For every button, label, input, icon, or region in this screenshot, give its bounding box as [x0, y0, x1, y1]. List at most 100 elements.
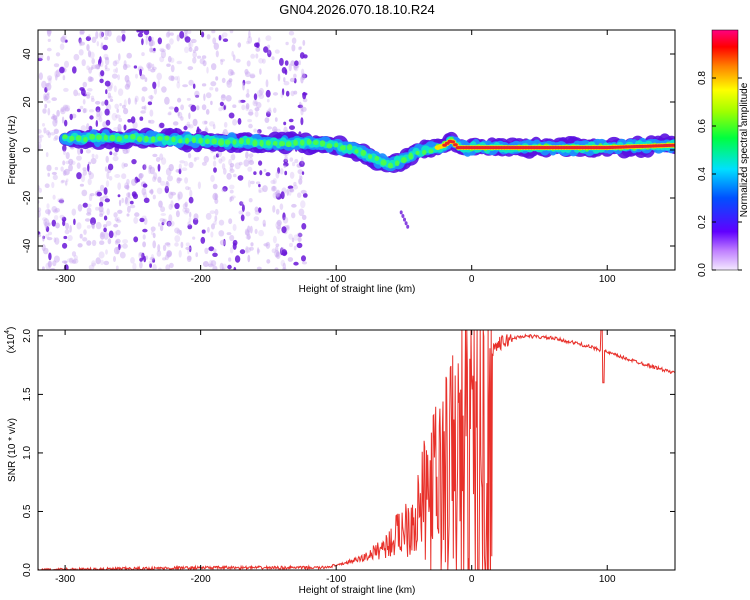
- scatter-point: [126, 192, 131, 197]
- scatter-point: [51, 206, 58, 213]
- scatter-point: [45, 262, 50, 270]
- scatter-point: [77, 147, 81, 155]
- scatter-point: [248, 153, 254, 158]
- scatter-point: [257, 37, 261, 44]
- scatter-point: [301, 223, 307, 230]
- band-blob: [360, 149, 366, 156]
- scatter-point: [46, 92, 50, 96]
- scatter-point: [174, 76, 178, 81]
- scatter-point: [80, 174, 86, 183]
- scatter-point: [38, 72, 44, 80]
- scatter-point: [274, 267, 279, 270]
- scatter-point: [82, 237, 88, 242]
- scatter-point: [121, 30, 126, 34]
- scatter-point: [299, 173, 302, 179]
- scatter-point: [167, 175, 173, 182]
- scatter-point: [119, 251, 126, 259]
- scatter-point: [205, 92, 212, 99]
- band-blob: [300, 139, 305, 146]
- scatter-point: [255, 181, 261, 185]
- scatter-point: [99, 201, 104, 208]
- scatter-point: [41, 244, 46, 252]
- scatter-point: [165, 31, 171, 38]
- scatter-point: [258, 189, 262, 194]
- scatter-point: [69, 113, 73, 121]
- scatter-point: [60, 166, 64, 172]
- scatter-point: [156, 187, 163, 195]
- scatter-point: [202, 261, 209, 267]
- band-blob: [415, 150, 420, 155]
- scatter-point: [47, 30, 52, 37]
- scatter-point: [289, 188, 295, 193]
- scatter-point: [245, 235, 251, 240]
- scatter-point: [229, 184, 235, 190]
- y-tick-label: 0.0: [22, 563, 33, 577]
- scatter-point: [301, 171, 305, 176]
- scatter-point: [275, 243, 280, 247]
- scatter-point: [247, 254, 251, 263]
- scatter-point: [61, 179, 65, 183]
- scatter-point: [114, 59, 120, 65]
- scatter-point: [95, 100, 101, 105]
- scatter-point: [214, 208, 219, 216]
- scatter-point: [156, 250, 162, 257]
- scatter-point: [220, 34, 224, 40]
- scatter-point: [86, 94, 91, 99]
- scatter-point: [300, 117, 304, 126]
- band-blob: [259, 139, 264, 147]
- band-blob: [279, 141, 285, 147]
- figure-title: GN04.2026.070.18.10.R24: [279, 2, 434, 17]
- scatter-point: [230, 195, 236, 199]
- band-blob: [380, 159, 387, 166]
- scatter-point: [127, 192, 131, 198]
- streak-point: [399, 210, 403, 215]
- band-blob: [394, 160, 400, 167]
- scatter-point: [212, 160, 217, 167]
- scatter-point: [294, 158, 299, 164]
- scatter-point: [247, 225, 251, 233]
- scatter-point: [103, 260, 110, 266]
- scatter-point: [52, 118, 58, 127]
- scatter-point: [176, 34, 180, 42]
- x-tick-label: -300: [55, 274, 75, 285]
- scatter-point: [266, 111, 271, 118]
- band-blob: [69, 135, 75, 142]
- band-blob: [178, 138, 183, 144]
- scatter-point: [167, 55, 172, 63]
- scatter-point: [258, 160, 263, 166]
- scatter-point: [113, 68, 117, 73]
- scatter-point: [266, 259, 271, 264]
- scatter-point: [86, 65, 90, 71]
- scatter-point: [116, 216, 120, 222]
- scatter-point: [115, 67, 118, 74]
- scatter-point: [86, 203, 92, 208]
- scatter-point: [95, 154, 99, 160]
- scatter-point: [282, 262, 286, 270]
- scatter-point: [272, 186, 276, 191]
- scatter-point: [232, 54, 236, 61]
- scatter-point: [232, 104, 237, 108]
- band-blob: [217, 139, 225, 146]
- scatter-point: [213, 42, 219, 50]
- scatter-point: [301, 72, 306, 80]
- scatter-point: [147, 101, 153, 106]
- scatter-point: [230, 71, 236, 76]
- scatter-point: [90, 95, 95, 100]
- scatter-point: [62, 104, 69, 110]
- scatter-point: [160, 213, 167, 216]
- scatter-point: [101, 101, 105, 106]
- scatter-point: [73, 218, 76, 225]
- scatter-point: [256, 89, 263, 97]
- scatter-point: [63, 168, 70, 176]
- scatter-point: [281, 249, 288, 257]
- scatter-point: [114, 231, 118, 238]
- scatter-point: [142, 228, 148, 233]
- scatter-point: [73, 89, 78, 97]
- scatter-point: [292, 184, 298, 190]
- scatter-point: [297, 104, 303, 109]
- scatter-point: [287, 257, 294, 262]
- scatter-point: [51, 97, 57, 101]
- scatter-point: [279, 203, 284, 210]
- scatter-point: [126, 178, 130, 185]
